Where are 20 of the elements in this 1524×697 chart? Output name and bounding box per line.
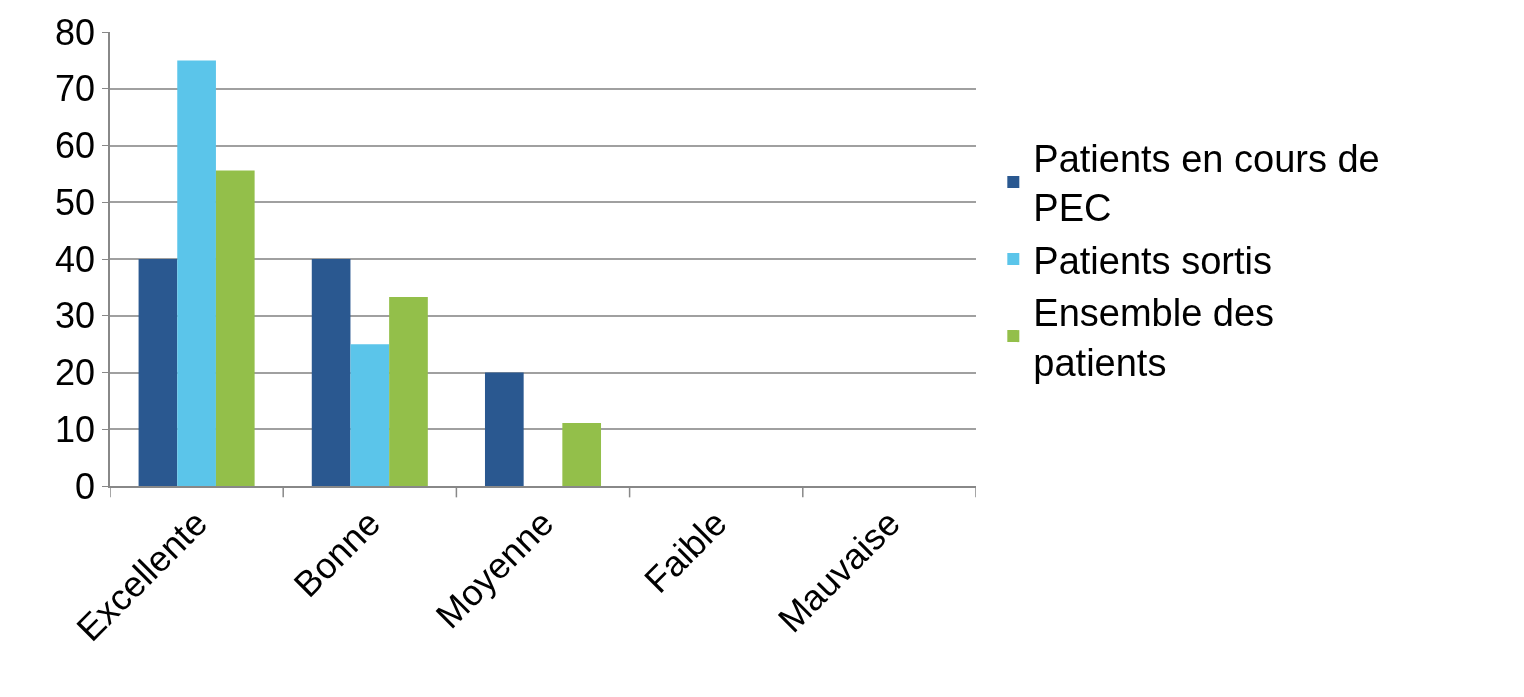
legend-label: Ensemble des patients <box>1033 292 1275 384</box>
bar <box>484 372 524 486</box>
bar <box>350 344 390 486</box>
bar <box>389 297 428 486</box>
y-tick-label: 10 <box>55 408 96 450</box>
bar <box>311 259 351 486</box>
y-tick-label: 20 <box>55 352 96 394</box>
y-tick-label: 40 <box>55 238 96 280</box>
bar <box>138 259 178 486</box>
y-tick-label: 70 <box>55 68 96 110</box>
legend-label: Patients sortis <box>1033 239 1272 282</box>
bar <box>562 423 602 486</box>
bar <box>215 170 255 486</box>
y-tick-label: 60 <box>55 125 96 167</box>
y-tick-label: 0 <box>75 465 96 507</box>
legend-label: Patients en cours de PEC <box>1033 138 1380 230</box>
y-tick-label: 80 <box>55 11 96 53</box>
y-tick-label: 50 <box>55 181 96 223</box>
bar <box>177 60 216 486</box>
y-tick-label: 30 <box>55 295 96 337</box>
